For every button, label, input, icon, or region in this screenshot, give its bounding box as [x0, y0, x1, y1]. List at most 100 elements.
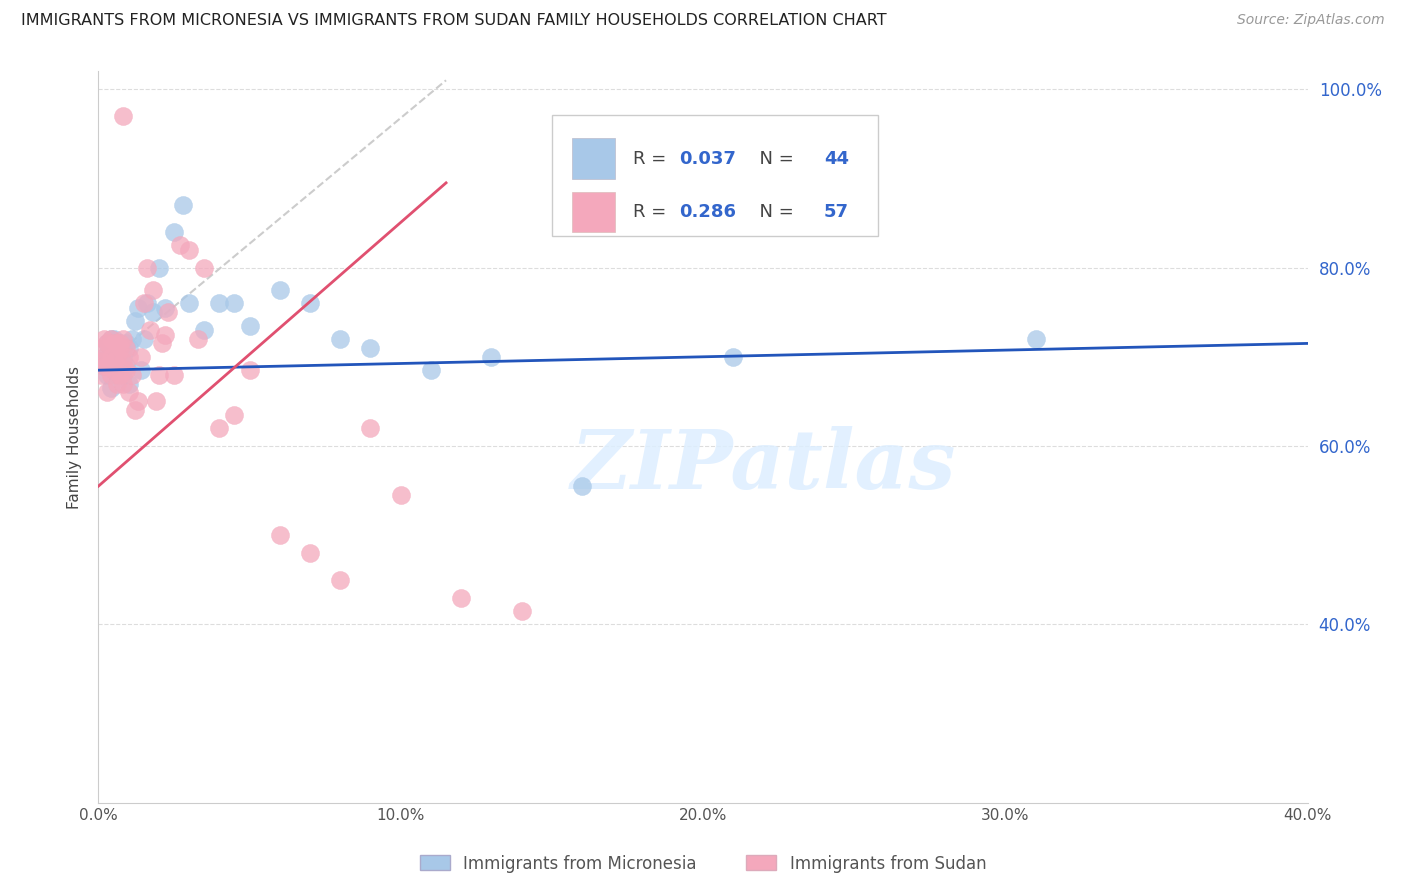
- Point: [179, 243, 201, 257]
- Point: [172, 198, 194, 212]
- Text: IMMIGRANTS FROM MICRONESIA VS IMMIGRANTS FROM SUDAN FAMILY HOUSEHOLDS CORRELATIO: IMMIGRANTS FROM MICRONESIA VS IMMIGRANTS…: [21, 13, 887, 29]
- Text: ZIPatlas: ZIPatlas: [571, 426, 956, 507]
- Point: [100, 368, 122, 382]
- Point: [96, 368, 118, 382]
- Point: [156, 305, 179, 319]
- FancyBboxPatch shape: [572, 138, 614, 178]
- Point: [132, 332, 155, 346]
- Point: [139, 323, 162, 337]
- Text: 0.037: 0.037: [679, 150, 735, 168]
- Point: [100, 332, 122, 346]
- Point: [93, 359, 115, 373]
- Point: [103, 354, 125, 368]
- Point: [124, 403, 146, 417]
- Point: [1024, 332, 1046, 346]
- Point: [100, 332, 122, 346]
- Point: [111, 376, 134, 391]
- Point: [163, 225, 186, 239]
- Point: [93, 350, 115, 364]
- Point: [90, 354, 112, 368]
- Text: R =: R =: [633, 150, 672, 168]
- Point: [96, 336, 118, 351]
- Point: [108, 368, 131, 382]
- Point: [96, 336, 118, 351]
- Point: [114, 363, 136, 377]
- Point: [153, 301, 176, 315]
- Point: [389, 488, 412, 502]
- Point: [269, 528, 291, 542]
- Point: [193, 260, 215, 275]
- Point: [145, 394, 167, 409]
- Point: [90, 368, 112, 382]
- Point: [96, 359, 118, 373]
- Point: [90, 341, 112, 355]
- Point: [153, 327, 176, 342]
- Point: [100, 381, 122, 395]
- Y-axis label: Family Households: Family Households: [67, 366, 83, 508]
- Point: [224, 296, 246, 310]
- Point: [329, 332, 352, 346]
- Text: R =: R =: [633, 202, 672, 221]
- Point: [103, 336, 125, 351]
- Point: [142, 283, 165, 297]
- Point: [129, 350, 152, 364]
- Text: 44: 44: [824, 150, 849, 168]
- Point: [93, 350, 115, 364]
- Point: [148, 368, 170, 382]
- Point: [118, 385, 141, 400]
- Point: [239, 318, 262, 333]
- Text: N =: N =: [748, 150, 799, 168]
- Point: [132, 296, 155, 310]
- Point: [135, 260, 157, 275]
- Point: [148, 260, 170, 275]
- Point: [269, 283, 291, 297]
- Point: [121, 332, 143, 346]
- Point: [90, 354, 112, 368]
- Point: [329, 573, 352, 587]
- Point: [187, 332, 209, 346]
- Point: [108, 363, 131, 377]
- Point: [118, 350, 141, 364]
- Point: [179, 296, 201, 310]
- Point: [111, 109, 134, 123]
- Point: [420, 363, 443, 377]
- Point: [108, 336, 131, 351]
- Legend: Immigrants from Micronesia, Immigrants from Sudan: Immigrants from Micronesia, Immigrants f…: [413, 848, 993, 880]
- Point: [103, 363, 125, 377]
- Point: [118, 376, 141, 391]
- Point: [105, 376, 128, 391]
- Point: [114, 336, 136, 351]
- Point: [105, 350, 128, 364]
- Point: [124, 314, 146, 328]
- Point: [239, 363, 262, 377]
- Point: [127, 301, 149, 315]
- Point: [360, 421, 382, 435]
- Point: [105, 336, 128, 351]
- Point: [360, 341, 382, 355]
- FancyBboxPatch shape: [551, 115, 879, 235]
- Point: [142, 305, 165, 319]
- Text: 0.286: 0.286: [679, 202, 735, 221]
- Point: [105, 368, 128, 382]
- Point: [105, 341, 128, 355]
- Point: [108, 336, 131, 351]
- Point: [299, 546, 322, 560]
- Point: [208, 296, 231, 310]
- Point: [224, 408, 246, 422]
- Point: [481, 350, 503, 364]
- Point: [114, 341, 136, 355]
- Point: [111, 368, 134, 382]
- Point: [510, 604, 533, 618]
- Text: Source: ZipAtlas.com: Source: ZipAtlas.com: [1237, 13, 1385, 28]
- Point: [103, 354, 125, 368]
- Point: [93, 359, 115, 373]
- Point: [150, 336, 173, 351]
- Point: [121, 368, 143, 382]
- Point: [96, 385, 118, 400]
- Point: [111, 354, 134, 368]
- Point: [135, 296, 157, 310]
- Point: [208, 421, 231, 435]
- Point: [111, 332, 134, 346]
- Point: [93, 332, 115, 346]
- Point: [103, 332, 125, 346]
